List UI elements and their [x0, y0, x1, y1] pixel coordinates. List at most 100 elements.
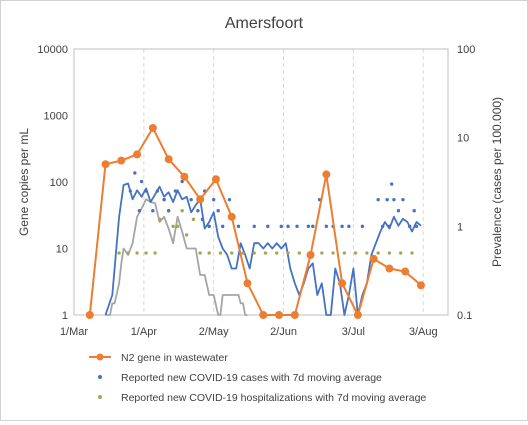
data-point [331, 251, 335, 255]
data-point [128, 189, 133, 193]
data-point [385, 197, 389, 202]
y-left-tick-label: 1 [62, 310, 68, 322]
data-point [184, 233, 189, 237]
y-left-tick-label: 10 [56, 244, 68, 256]
data-point [133, 171, 137, 175]
x-tick-label: 3/Jul [342, 326, 365, 338]
data-point [389, 182, 394, 186]
data-point [353, 311, 362, 319]
data-point [101, 160, 110, 169]
data-point [306, 224, 311, 229]
data-point [297, 251, 302, 255]
series-line [105, 198, 248, 316]
x-tick-label: 3/Aug [409, 326, 438, 338]
y-left-tick-label: 1000 [44, 111, 68, 123]
y-right-tick-label: 1 [457, 221, 463, 233]
data-point [353, 251, 358, 255]
data-point [164, 155, 173, 164]
data-point [376, 197, 380, 202]
data-point [252, 224, 256, 229]
data-point [410, 251, 414, 255]
data-point [166, 209, 171, 213]
data-point [416, 281, 425, 290]
data-point [259, 311, 268, 319]
data-point [117, 251, 121, 255]
data-point [275, 311, 284, 319]
data-point [320, 251, 324, 255]
data-point [243, 279, 252, 288]
legend-label: N2 gene in wastewater [121, 352, 228, 364]
y-right-tick-label: 0.1 [457, 310, 472, 322]
data-point [198, 251, 202, 255]
legend-swatch-marker [98, 395, 102, 399]
data-point [126, 251, 130, 255]
series-line [104, 182, 422, 316]
legend-item-2: Reported new COVID-19 hospitalizations w… [98, 392, 426, 404]
data-point [324, 224, 329, 229]
x-tick-label: 1/Mar [60, 326, 88, 338]
data-point [241, 251, 245, 255]
data-point [207, 251, 211, 255]
data-point [153, 251, 157, 255]
series-layer [85, 123, 425, 319]
y-left-tick-label: 10000 [37, 44, 68, 56]
data-point [151, 209, 155, 213]
y-axis-left-title: Gene copies per mL [17, 128, 31, 236]
data-point [295, 224, 299, 229]
data-point [191, 217, 196, 222]
data-point [387, 224, 392, 229]
y-right-tick-label: 10 [457, 133, 469, 145]
data-point [286, 251, 290, 255]
data-point [396, 209, 401, 213]
data-point [266, 224, 270, 229]
series-4 [105, 198, 248, 316]
data-point [414, 224, 419, 229]
data-point [365, 251, 369, 255]
grid-layer [143, 49, 424, 315]
data-point [211, 197, 216, 202]
legend-swatch-marker [98, 375, 102, 379]
data-point [220, 224, 225, 229]
plot-frame [73, 48, 449, 316]
data-point [227, 197, 232, 202]
data-point [380, 224, 385, 229]
tick-layer: 1/Mar 1/Apr 2/May 2/Jun 3/Jul 3/Aug1101001000… [37, 44, 475, 338]
data-point [133, 150, 142, 159]
data-point [157, 217, 162, 222]
data-point [387, 251, 392, 255]
chart-title: Amersfoort [225, 15, 304, 32]
legend-swatch-marker [96, 353, 104, 361]
data-point [236, 224, 241, 229]
data-point [340, 224, 344, 229]
data-point [401, 197, 405, 202]
data-point [230, 251, 234, 255]
data-point [263, 251, 268, 255]
legend-label: Reported new COVID-19 hospitalizations w… [121, 392, 426, 404]
series-1 [128, 171, 419, 229]
data-point [180, 179, 184, 184]
data-point [196, 209, 200, 213]
x-tick-label: 2/May [199, 326, 229, 338]
data-point [306, 250, 315, 259]
legend-item-1: Reported new COVID-19 cases with 7d movi… [98, 372, 382, 384]
data-point [207, 224, 211, 229]
data-point [252, 251, 256, 255]
data-point [322, 170, 331, 179]
data-point [290, 311, 299, 319]
data-point [155, 189, 160, 193]
data-point [385, 264, 394, 273]
data-point [180, 172, 189, 181]
data-point [279, 224, 283, 229]
legend-label: Reported new COVID-19 cases with 7d movi… [121, 372, 382, 384]
x-tick-label: 2/Jun [270, 326, 297, 338]
data-point [338, 279, 347, 288]
y-right-tick-label: 100 [457, 44, 475, 56]
data-point [412, 209, 416, 213]
data-point [135, 251, 139, 255]
legend: N2 gene in wastewater Reported new COVID-… [89, 352, 426, 404]
data-point [211, 175, 220, 184]
data-point [162, 197, 166, 202]
data-point [398, 251, 403, 255]
data-point [85, 311, 94, 319]
